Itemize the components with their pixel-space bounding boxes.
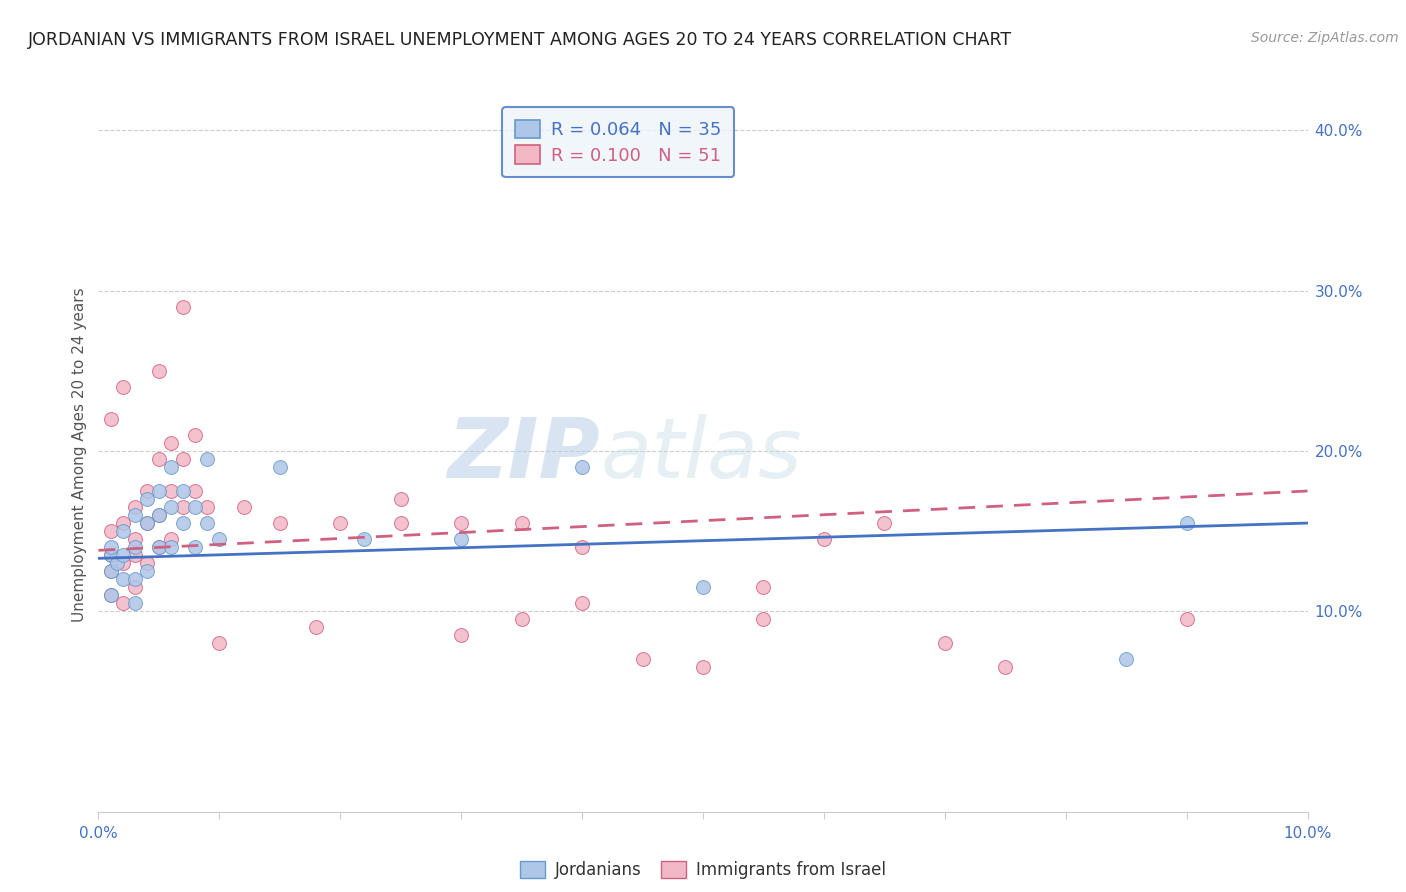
Point [269, 516, 291, 530]
Point [124, 572, 146, 586]
Point [100, 564, 122, 578]
Point [1175, 516, 1198, 530]
Point [148, 540, 170, 554]
Point [160, 436, 183, 450]
Point [160, 459, 183, 474]
Point [124, 500, 146, 514]
Point [148, 508, 170, 522]
Point [450, 516, 472, 530]
Point [631, 652, 654, 666]
Point [873, 516, 896, 530]
Point [124, 508, 146, 522]
Point [1175, 612, 1198, 626]
Point [160, 500, 183, 514]
Point [111, 380, 134, 394]
Point [208, 532, 231, 546]
Text: Source: ZipAtlas.com: Source: ZipAtlas.com [1251, 31, 1399, 45]
Point [305, 620, 328, 634]
Point [571, 596, 593, 610]
Text: ZIP: ZIP [447, 415, 600, 495]
Point [111, 572, 134, 586]
Legend: Jordanians, Immigrants from Israel: Jordanians, Immigrants from Israel [513, 854, 893, 886]
Point [135, 516, 157, 530]
Point [571, 459, 593, 474]
Point [100, 524, 122, 538]
Point [100, 588, 122, 602]
Point [510, 612, 533, 626]
Point [124, 540, 146, 554]
Point [135, 483, 157, 498]
Point [172, 451, 194, 466]
Point [111, 524, 134, 538]
Point [692, 660, 714, 674]
Point [160, 483, 183, 498]
Point [105, 556, 128, 570]
Point [135, 491, 157, 506]
Point [184, 428, 207, 442]
Point [100, 588, 122, 602]
Point [195, 516, 218, 530]
Point [100, 540, 122, 554]
Point [172, 500, 194, 514]
Text: JORDANIAN VS IMMIGRANTS FROM ISRAEL UNEMPLOYMENT AMONG AGES 20 TO 24 YEARS CORRE: JORDANIAN VS IMMIGRANTS FROM ISRAEL UNEM… [28, 31, 1012, 49]
Point [389, 491, 412, 506]
Point [135, 564, 157, 578]
Point [111, 516, 134, 530]
Text: atlas: atlas [600, 415, 801, 495]
Point [160, 540, 183, 554]
Point [269, 459, 291, 474]
Point [148, 540, 170, 554]
Point [450, 628, 472, 642]
Point [172, 516, 194, 530]
Point [195, 500, 218, 514]
Y-axis label: Unemployment Among Ages 20 to 24 years: Unemployment Among Ages 20 to 24 years [72, 287, 87, 623]
Point [450, 532, 472, 546]
Point [692, 580, 714, 594]
Point [184, 500, 207, 514]
Point [329, 516, 352, 530]
Point [752, 580, 775, 594]
Point [934, 636, 956, 650]
Point [100, 564, 122, 578]
Point [100, 548, 122, 562]
Point [148, 451, 170, 466]
Point [124, 548, 146, 562]
Point [100, 548, 122, 562]
Point [184, 483, 207, 498]
Point [148, 508, 170, 522]
Point [148, 364, 170, 378]
Point [111, 548, 134, 562]
Point [1115, 652, 1137, 666]
Point [172, 483, 194, 498]
Point [160, 532, 183, 546]
Point [111, 556, 134, 570]
Point [208, 636, 231, 650]
Point [510, 516, 533, 530]
Point [353, 532, 375, 546]
Point [232, 500, 254, 514]
Point [389, 516, 412, 530]
Point [571, 540, 593, 554]
Point [100, 412, 122, 426]
Point [195, 451, 218, 466]
Point [124, 532, 146, 546]
Point [148, 483, 170, 498]
Point [124, 596, 146, 610]
Point [111, 596, 134, 610]
Point [184, 540, 207, 554]
Point [135, 516, 157, 530]
Point [752, 612, 775, 626]
Point [135, 556, 157, 570]
Point [124, 580, 146, 594]
Point [172, 300, 194, 314]
Point [813, 532, 835, 546]
Point [994, 660, 1017, 674]
